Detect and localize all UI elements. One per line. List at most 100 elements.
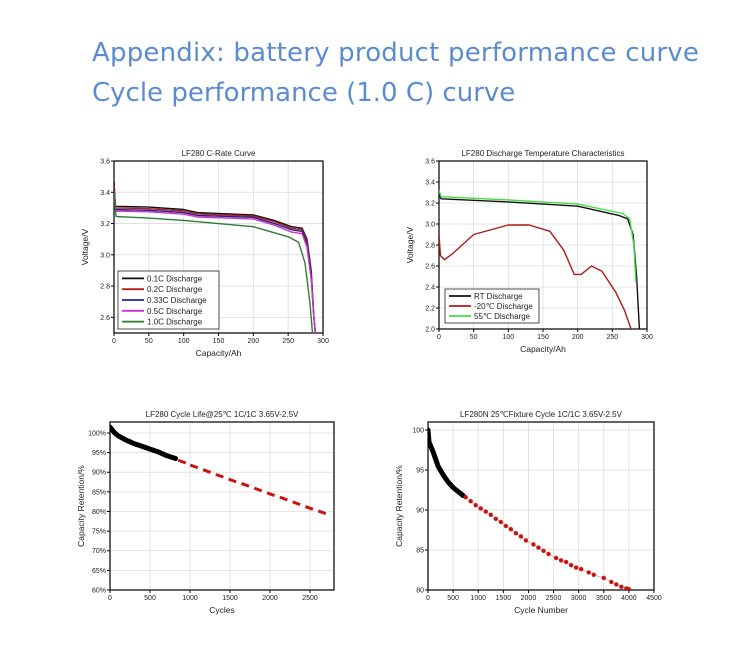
data-point — [215, 472, 224, 479]
series-line — [110, 424, 179, 461]
data-point — [546, 551, 551, 557]
x-tick-label: 1000 — [182, 595, 198, 602]
y-tick-label: 65% — [92, 568, 106, 575]
chart-title: LF280 C-Rate Curve — [182, 149, 256, 158]
x-axis-label: Cycle Number — [514, 605, 568, 615]
y-tick-label: 90 — [416, 508, 424, 515]
data-point — [253, 486, 263, 493]
data-point — [553, 555, 559, 561]
x-tick-label: 250 — [606, 334, 618, 341]
x-tick-label: 100 — [178, 338, 190, 345]
plot-frame — [113, 160, 324, 334]
y-tick-label: 3.2 — [100, 221, 110, 228]
y-tick-label: 2.6 — [425, 264, 435, 271]
y-tick-label: 95% — [92, 450, 106, 457]
y-tick-label: 80% — [92, 509, 106, 516]
data-point — [591, 572, 596, 577]
x-axis-label: Capacity/Ah — [520, 344, 566, 354]
series-line — [114, 192, 314, 333]
y-tick-label: 2.0 — [425, 327, 435, 334]
data-point — [614, 582, 619, 587]
data-point — [468, 499, 473, 504]
x-tick-label: 4000 — [621, 595, 637, 602]
x-axis-label: Capacity/Ah — [196, 348, 242, 358]
x-tick-label: 150 — [537, 334, 549, 341]
x-tick-label: 0 — [108, 595, 112, 602]
data-point — [317, 509, 327, 516]
plot-frame — [427, 421, 655, 591]
x-tick-label: 1500 — [222, 595, 238, 602]
legend-label: 0.2C Discharge — [147, 285, 203, 294]
x-tick-label: 2000 — [521, 595, 537, 602]
y-tick-label: 2.8 — [425, 243, 435, 250]
y-axis-label: Voltage/V — [80, 228, 90, 265]
data-point — [478, 506, 483, 511]
x-tick-label: 1500 — [496, 595, 512, 602]
data-point — [558, 558, 564, 563]
page-title: Appendix: battery product performance cu… — [92, 38, 700, 68]
plot-frame — [109, 421, 335, 591]
data-point — [568, 563, 574, 568]
x-tick-label: 200 — [572, 334, 584, 341]
data-point — [463, 495, 468, 500]
y-tick-label: 3.6 — [425, 159, 435, 166]
y-tick-label: 75% — [92, 529, 106, 536]
y-tick-label: 2.6 — [100, 315, 110, 322]
y-tick-label: 2.2 — [425, 306, 435, 313]
y-tick-label: 3.6 — [100, 159, 110, 166]
y-tick-label: 60% — [92, 588, 106, 595]
x-tick-label: 100 — [502, 334, 514, 341]
y-tick-label: 70% — [92, 548, 106, 555]
data-point — [601, 575, 606, 581]
y-tick-label: 100 — [412, 428, 424, 435]
x-tick-label: 50 — [145, 338, 153, 345]
data-point — [619, 584, 624, 589]
data-point — [573, 565, 579, 570]
y-tick-label: 3.0 — [425, 222, 435, 229]
legend-label: 0.5C Discharge — [147, 307, 203, 316]
series-line — [114, 190, 316, 333]
chart-title: LF280 Discharge Temperature Characterist… — [461, 149, 624, 158]
data-point — [523, 538, 529, 543]
series-line — [465, 496, 630, 590]
x-tick-label: 200 — [247, 338, 259, 345]
x-tick-label: 500 — [447, 595, 459, 602]
y-tick-label: 85% — [92, 489, 106, 496]
series-line — [439, 224, 632, 329]
y-tick-label: 2.4 — [425, 285, 435, 292]
data-point — [626, 587, 632, 590]
y-tick-label: 2.8 — [100, 284, 110, 291]
data-point — [508, 527, 514, 532]
data-point — [503, 523, 509, 529]
chart-title: LF280N 25℃Fixture Cycle 1C/1C 3.65V-2.5V — [460, 410, 623, 419]
data-point — [473, 503, 478, 508]
series-line — [439, 190, 637, 282]
data-point — [488, 512, 493, 517]
x-tick-label: 3500 — [596, 595, 612, 602]
data-point — [292, 500, 301, 507]
y-tick-label: 3.4 — [100, 190, 110, 197]
data-point — [189, 463, 199, 470]
y-axis-label: Capacity Retention/% — [76, 465, 86, 547]
data-point — [531, 542, 536, 547]
legend: 0.1C Discharge 0.2C Discharge 0.33C Discha… — [117, 270, 220, 330]
x-axis-label: Cycles — [209, 605, 235, 615]
chart-1: 0 50 100 150 200 250 300 2.6 2.8 3.0 3.2 3.4 3.6 LF28… — [80, 149, 329, 358]
legend-label: RT Discharge — [474, 292, 523, 301]
x-tick-label: 250 — [282, 338, 294, 345]
y-tick-label: 3.2 — [425, 201, 435, 208]
data-point — [202, 468, 212, 474]
data-point — [518, 534, 524, 539]
page-subtitle: Cycle performance (1.0 C) curve — [92, 78, 516, 108]
y-tick-label: 100% — [88, 430, 106, 437]
chart-2: 0 50 100 150 200 250 300 2.0 2.2 2.4 2.6 2.8 3.0 3.2 3… — [405, 149, 653, 354]
x-tick-label: 300 — [317, 338, 329, 345]
data-point — [586, 570, 591, 575]
y-tick-label: 85 — [416, 548, 424, 555]
data-point — [228, 477, 237, 484]
plot-area — [110, 424, 327, 516]
data-point — [513, 531, 519, 536]
y-axis-label: Voltage/V — [405, 226, 415, 263]
x-tick-label: 50 — [470, 334, 478, 341]
